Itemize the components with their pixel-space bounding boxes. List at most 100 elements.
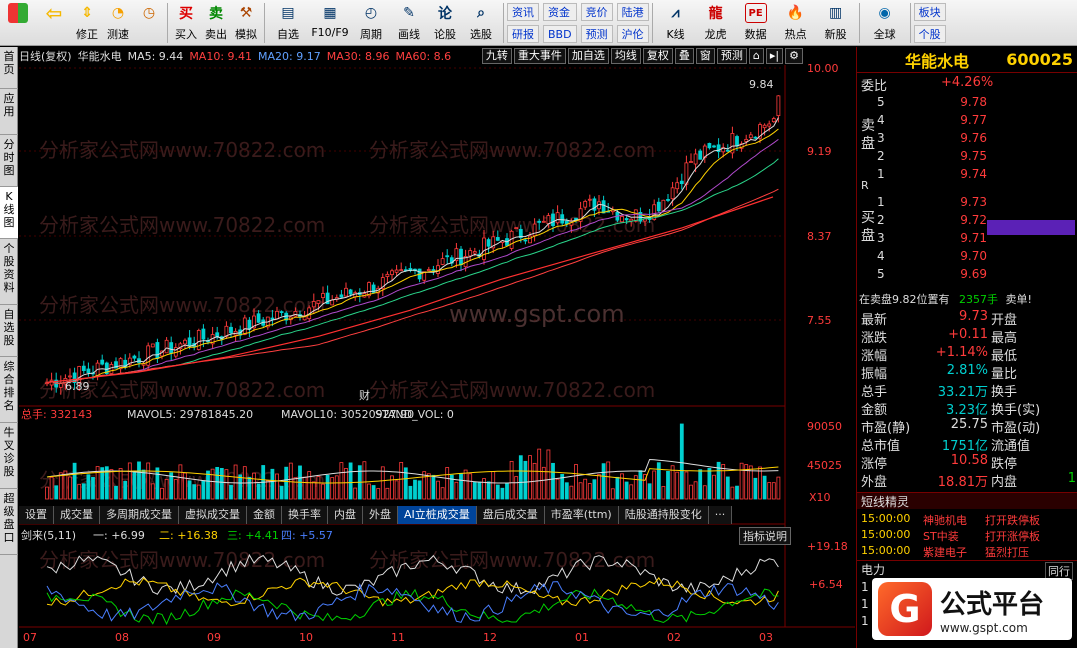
funds-button[interactable]: 资金 [543,3,577,21]
simulate-button[interactable]: ⚒ 模拟 [231,0,261,46]
tool-major-events[interactable]: 重大事件 [513,48,566,64]
sector-button[interactable]: 板块 [913,3,946,21]
tab-stock-info[interactable]: 个股资料 [0,239,18,305]
draw-button[interactable]: ✎ 画线 [390,0,428,46]
candle-body [224,325,229,337]
select-stock-button[interactable]: ⌕ 选股 [462,0,500,46]
buy-level-row[interactable]: 5 9.69 [857,265,1077,283]
indicator-name: 剑来(5,11) [21,528,76,542]
tab-diagnosis[interactable]: 牛叉诊股 [0,423,18,489]
tab-kline[interactable]: K线图 [0,187,18,239]
candle-body [367,282,371,297]
tab-intraday[interactable]: 分时图 [0,135,18,187]
period-button[interactable]: ◴ 周期 [352,0,390,46]
buy-level-row[interactable]: 1 9.73 [857,193,1077,211]
tool-ma[interactable]: 均线 [610,48,641,64]
x-axis-labels: 07 08 09 10 11 12 01 02 03 [23,631,773,644]
indicator-tab[interactable]: 外盘 [363,506,398,524]
buy-level-row[interactable]: 3 9.71 [857,229,1077,247]
back-button[interactable]: ⇦ [36,0,72,46]
indicator-tab[interactable]: 盘后成交量 [476,506,545,524]
buy-icon: 买 [179,6,193,22]
indicator-tab[interactable]: 虚拟成交量 [179,506,247,524]
fix-button[interactable]: ⇕ 修正 [72,0,102,46]
tab-home[interactable]: 首页 [0,47,18,89]
settings-icon[interactable]: ⚙ [785,48,803,64]
sprite-name: ST中装 [923,530,959,543]
news-button[interactable]: 资讯 [507,3,539,21]
shanghai-london-button[interactable]: 沪伦 [616,25,649,43]
tool-nine-turn[interactable]: 九转 [481,48,512,64]
candle-body [256,313,261,323]
sell-level-row[interactable]: 4 9.77 [857,111,1077,129]
kline-button[interactable]: ⩘ K线 [656,0,696,46]
left-sidebar: 首页 应用 分时图 K线图 个股资料 自选股 综合排名 牛叉诊股 超级盘口 [0,47,18,648]
speedtest-button[interactable]: ◔ 测速 [102,0,134,46]
stock-button[interactable]: 个股 [913,25,946,43]
lock-icon[interactable]: ⌂ [748,48,764,64]
sell-level-row[interactable]: 3 9.76 [857,129,1077,147]
indicator-tab[interactable]: 换手率 [282,506,328,524]
sell-level-row[interactable]: 1 9.74 [857,165,1077,183]
watchlist-button[interactable]: ▤ 自选 [268,0,308,46]
indicator-tab[interactable]: 设置 [19,506,54,524]
bbd-button[interactable]: BBD [543,25,577,43]
newstock-button[interactable]: ▥ 新股 [816,0,856,46]
sell-level-row[interactable]: 2 9.75 [857,147,1077,165]
research-button[interactable]: 研报 [507,25,539,43]
global-button[interactable]: ◉ 全球 [863,0,907,46]
indicator-tab[interactable]: 多周期成交量 [100,506,179,524]
volume-bar [367,483,371,500]
grid-menu-button[interactable] [0,0,36,46]
hot-button[interactable]: 🔥 热点 [776,0,816,46]
indicator-tab[interactable]: 金额 [247,506,282,524]
stat-label: 开盘 [991,313,1018,328]
kline-chart-area[interactable]: 日线(复权) 华能水电 MA5: 9.44 MA10: 9.41 MA20: 9… [19,47,855,648]
auction-button[interactable]: 竞价 [580,3,613,21]
tool-add-watchlist[interactable]: 加自选 [567,48,609,64]
dragon-button[interactable]: 龍 龙虎 [696,0,736,46]
tool-window[interactable]: 窗 [695,48,715,64]
vol-unit: X10 [809,491,831,504]
indicator-tab[interactable]: AI立桩成交量 [398,506,477,524]
stat-label: 市盈(静) [861,421,911,436]
tab-apps[interactable]: 应用 [0,89,18,135]
buy-level-row[interactable]: 2 9.72 [857,211,1077,229]
volume-bar [362,461,367,500]
hk-connect-button[interactable]: 陆港 [616,3,649,21]
forecast-button[interactable]: 预测 [580,25,613,43]
volume-bar [187,480,192,500]
buy-button[interactable]: 买 买入 [171,0,201,46]
peer-row: 1 [861,597,869,611]
sell-button[interactable]: 卖 卖出 [201,0,231,46]
ma60-line [46,188,779,384]
forum-button[interactable]: 论 论股 [428,0,462,46]
indicator-tab[interactable]: 陆股通持股变化 [618,506,709,524]
volume-bar [689,484,693,500]
indicator-tab[interactable]: ··· [708,506,733,524]
f10-button[interactable]: ▦ F10/F9 [308,0,352,46]
ma10-line [46,128,779,384]
candle-body [100,359,105,365]
ma60-line [46,196,774,384]
data-label: 数据 [744,28,767,41]
tab-super-book[interactable]: 超级盘口 [0,489,18,555]
sell-level-row[interactable]: 5 9.78 [857,93,1077,111]
indicator-help-button[interactable]: 指标说明 [739,527,791,545]
tool-adjust[interactable]: 复权 [642,48,673,64]
tab-ranking[interactable]: 综合排名 [0,357,18,423]
sprite-event: 打开涨停板 [985,530,1040,543]
next-icon[interactable]: ▸| [765,48,784,64]
indicator-tab[interactable]: 成交量 [54,506,100,524]
volume-bar [339,462,344,500]
indicator-tab[interactable]: 内盘 [328,506,363,524]
tool-overlay[interactable]: 叠 [674,48,694,64]
tool-forecast[interactable]: 预测 [716,48,747,64]
candle-body [371,284,376,293]
tab-watchlist[interactable]: 自选股 [0,305,18,357]
indicator-tab[interactable]: 市盈率(ttm) [544,506,619,524]
x-tick: 02 [667,631,681,644]
data-button[interactable]: PE 数据 [736,0,776,46]
buy-level-row[interactable]: 4 9.70 [857,247,1077,265]
clock-button[interactable]: ◷ [134,0,164,46]
